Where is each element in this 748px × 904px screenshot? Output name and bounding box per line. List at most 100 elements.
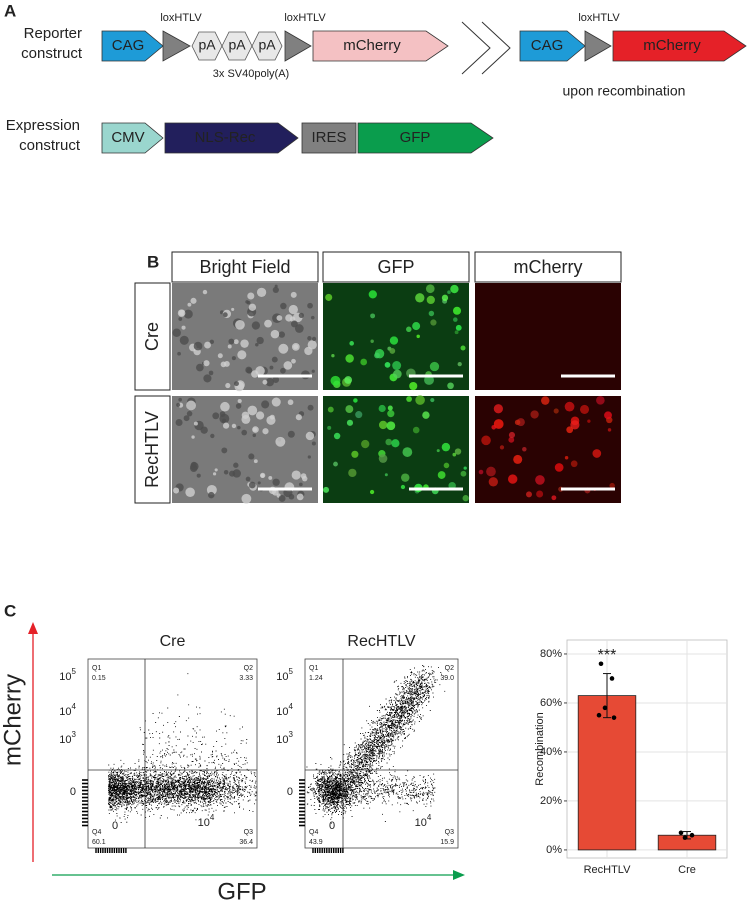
cell xyxy=(443,462,450,469)
cell xyxy=(553,408,559,414)
cell xyxy=(323,486,330,493)
cell xyxy=(193,421,198,426)
cell xyxy=(195,363,204,372)
cell xyxy=(179,335,189,345)
cell xyxy=(183,309,193,319)
lox-label: loxHTLV xyxy=(578,12,620,24)
cell xyxy=(257,481,261,485)
cell xyxy=(290,291,297,298)
cell xyxy=(260,473,265,478)
cell xyxy=(241,429,248,436)
quadrant-value: 1.24 xyxy=(309,675,323,682)
cell xyxy=(345,405,354,414)
cell xyxy=(385,438,393,446)
x-tick-label: 104 xyxy=(198,813,215,829)
cell xyxy=(280,302,287,310)
cell xyxy=(325,293,333,301)
cell xyxy=(566,426,574,434)
y-tick-label: 103 xyxy=(276,730,293,746)
cell xyxy=(300,473,307,479)
cell xyxy=(406,326,412,332)
construct-arrow xyxy=(519,30,586,62)
quadrant-name: Q1 xyxy=(92,665,101,672)
cell xyxy=(311,441,316,446)
tick-base: 10 xyxy=(276,671,288,683)
cell xyxy=(429,361,440,372)
cell xyxy=(460,470,467,477)
lox-label: loxHTLV xyxy=(160,12,202,24)
cell xyxy=(307,340,317,350)
cell xyxy=(441,294,449,302)
panel-label: A xyxy=(4,1,16,20)
cell xyxy=(430,398,435,403)
cell xyxy=(570,420,580,430)
cell xyxy=(454,448,462,455)
cell xyxy=(349,341,354,346)
cell xyxy=(278,331,286,338)
column-header-box xyxy=(474,251,622,283)
y-tick-label: 80% xyxy=(540,648,562,660)
quadrant-value: 60.1 xyxy=(92,839,106,846)
cell xyxy=(460,345,466,351)
cell xyxy=(280,367,286,374)
cell xyxy=(173,487,180,494)
tick-base: 0 xyxy=(70,786,76,798)
cell xyxy=(348,468,357,478)
cell xyxy=(393,369,402,379)
cell xyxy=(217,353,223,359)
y-tick-label: 0 xyxy=(287,786,293,798)
cell xyxy=(245,300,249,304)
cell xyxy=(223,469,229,475)
cell xyxy=(412,322,421,331)
cell xyxy=(204,341,211,349)
plot-title: Cre xyxy=(160,633,186,650)
cell xyxy=(355,411,363,419)
construct-title: construct xyxy=(19,137,81,154)
cell xyxy=(369,489,375,495)
event-cloud xyxy=(108,673,257,823)
element-label: pA xyxy=(228,37,246,53)
element-label: IRES xyxy=(311,129,346,146)
row-header-box xyxy=(134,282,171,391)
y-tick-label: 105 xyxy=(276,667,293,683)
column-header-box xyxy=(171,251,319,283)
cell xyxy=(499,445,505,450)
tick-base: 10 xyxy=(276,734,288,746)
cell xyxy=(452,452,457,457)
cell xyxy=(424,375,434,385)
cell xyxy=(241,411,250,419)
cell xyxy=(450,284,459,294)
cell xyxy=(222,418,227,423)
cell xyxy=(200,426,208,434)
y-tick-label: 104 xyxy=(276,702,293,718)
cell xyxy=(225,382,231,389)
cell xyxy=(327,425,332,430)
cell xyxy=(246,367,253,374)
element-label: GFP xyxy=(400,129,431,146)
cell xyxy=(293,344,299,350)
cell xyxy=(253,459,258,464)
cell xyxy=(214,468,218,472)
cell xyxy=(233,339,239,345)
x-tick-label: 104 xyxy=(415,813,432,829)
cell xyxy=(251,321,261,330)
y-tick-label: 40% xyxy=(540,746,562,758)
tick-exponent: 4 xyxy=(210,813,215,822)
cell xyxy=(176,402,181,407)
cell xyxy=(186,400,196,411)
tick-base: 0 xyxy=(329,820,335,832)
cell xyxy=(386,421,396,431)
cell xyxy=(271,397,281,407)
construct-title: Reporter xyxy=(24,25,82,42)
y-tick-label: 103 xyxy=(59,730,76,746)
row-header: Cre xyxy=(142,322,162,351)
cell xyxy=(425,284,435,294)
cell xyxy=(222,312,228,318)
cell xyxy=(493,404,503,414)
cell xyxy=(384,361,391,368)
lox-label: loxHTLV xyxy=(284,12,326,24)
element-label: CMV xyxy=(111,129,144,146)
x-tick-label: 0 xyxy=(112,820,118,832)
cell xyxy=(221,447,228,454)
cell xyxy=(592,449,602,458)
